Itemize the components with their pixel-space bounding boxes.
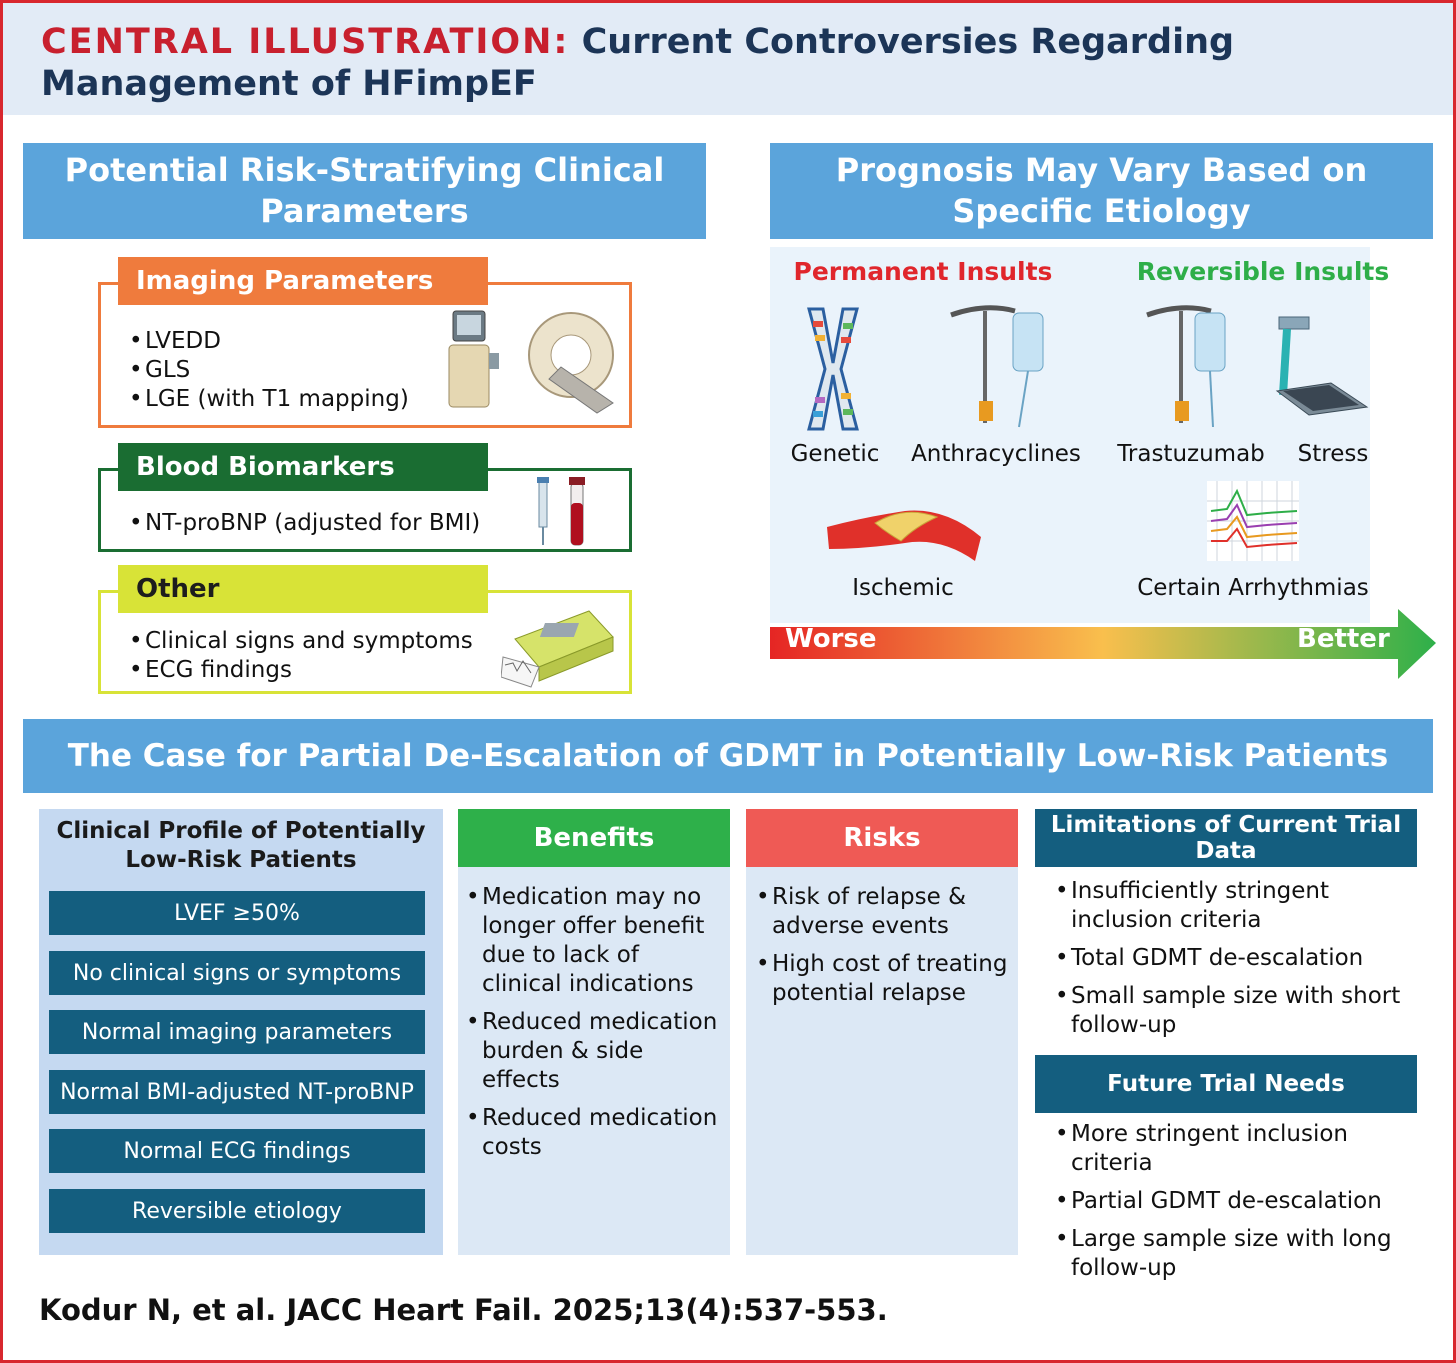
reversible-insults-label: Reversible Insults <box>1136 257 1390 286</box>
prognosis-scale-arrow <box>770 609 1436 679</box>
other-item: Clinical signs and symptoms <box>129 627 473 656</box>
treadmill-icon <box>1275 316 1369 416</box>
profile-item: Reversible etiology <box>49 1189 425 1233</box>
citation: Kodur N, et al. JACC Heart Fail. 2025;13… <box>39 1293 888 1327</box>
benefits-header: Benefits <box>458 809 730 867</box>
genetic-label: Genetic <box>790 441 880 467</box>
future-item: Large sample size with long follow-up <box>1055 1225 1425 1283</box>
clinical-profile-title: Clinical Profile of Potentially Low-Risk… <box>39 817 443 875</box>
left-panel-title-line2: Parameters <box>260 192 469 230</box>
limitations-list: Insufficiently stringent inclusion crite… <box>1055 877 1425 1049</box>
profile-item: Normal imaging parameters <box>49 1010 425 1054</box>
risk-item: High cost of treating potential relapse <box>756 950 1012 1008</box>
other-list: Clinical signs and symptoms ECG findings <box>129 627 473 685</box>
limitation-item: Total GDMT de-escalation <box>1055 944 1425 973</box>
trastuzumab-label: Trastuzumab <box>1117 441 1265 467</box>
limitation-item: Insufficiently stringent inclusion crite… <box>1055 877 1425 935</box>
right-panel-title-line1: Prognosis May Vary Based on <box>835 151 1368 189</box>
blood-biomarkers-tab: Blood Biomarkers <box>118 443 488 491</box>
right-panel-title-line2: Specific Etiology <box>952 192 1251 230</box>
scale-worse-label: Worse <box>785 624 877 654</box>
permanent-insults-label: Permanent Insults <box>793 257 1053 286</box>
future-trial-header-text: Future Trial Needs <box>1107 1071 1345 1097</box>
ischemic-label: Ischemic <box>852 575 954 601</box>
benefits-list: Medication may no longer offer benefit d… <box>466 883 722 1171</box>
chromosome-icon <box>807 307 859 431</box>
future-item: More stringent inclusion criteria <box>1055 1120 1425 1178</box>
future-trial-header: Future Trial Needs <box>1035 1055 1417 1113</box>
future-item: Partial GDMT de-escalation <box>1055 1187 1425 1216</box>
limitations-header-text: Limitations of Current Trial Data <box>1050 812 1402 864</box>
limitation-item: Small sample size with short follow-up <box>1055 982 1425 1040</box>
clinical-profile-title-line1: Clinical Profile of Potentially <box>56 818 426 844</box>
other-item: ECG findings <box>129 656 473 685</box>
profile-item: No clinical signs or symptoms <box>49 951 425 995</box>
risks-list: Risk of relapse & adverse events High co… <box>756 883 1012 1017</box>
stress-label: Stress <box>1297 441 1369 467</box>
benefit-item: Reduced medication burden & side effects <box>466 1008 722 1095</box>
header-title-line2: Management of HFimpEF <box>41 64 537 104</box>
central-illustration-label: CENTRAL ILLUSTRATION: <box>41 22 570 62</box>
bottom-panel-title: The Case for Partial De-Escalation of GD… <box>23 719 1433 793</box>
imaging-item: LVEDD <box>129 327 409 356</box>
risks-header: Risks <box>746 809 1018 867</box>
clinical-profile-title-line2: Low-Risk Patients <box>125 847 357 873</box>
left-panel-title-line1: Potential Risk-Stratifying Clinical <box>64 151 665 189</box>
scale-better-label: Better <box>1297 624 1390 654</box>
left-panel-title: Potential Risk-Stratifying Clinical Para… <box>23 143 706 239</box>
imaging-equipment-icon <box>448 310 614 414</box>
imaging-parameters-list: LVEDD GLS LGE (with T1 mapping) <box>129 327 409 414</box>
artery-plaque-icon <box>827 510 981 561</box>
biomarker-item: NT-proBNP (adjusted for BMI) <box>129 509 480 538</box>
arrhythmias-label: Certain Arrhythmias <box>1137 575 1369 601</box>
profile-item: Normal ECG findings <box>49 1129 425 1173</box>
risk-item: Risk of relapse & adverse events <box>756 883 1012 941</box>
benefits-column: Benefits Medication may no longer offer … <box>458 809 730 1255</box>
benefit-item: Medication may no longer offer benefit d… <box>466 883 722 999</box>
header: CENTRAL ILLUSTRATION: Current Controvers… <box>3 3 1453 115</box>
blood-biomarkers-list: NT-proBNP (adjusted for BMI) <box>129 509 480 538</box>
iv-bag-icon-anthracyclines <box>950 305 1044 428</box>
other-tab: Other <box>118 565 488 613</box>
iv-bag-icon-trastuzumab <box>1146 305 1226 428</box>
profile-item: LVEF ≥50% <box>49 891 425 935</box>
clinical-profile-column: Clinical Profile of Potentially Low-Risk… <box>39 809 443 1255</box>
imaging-parameters-box: LVEDD GLS LGE (with T1 mapping) <box>98 282 632 428</box>
imaging-item: LGE (with T1 mapping) <box>129 385 409 414</box>
imaging-item: GLS <box>129 356 409 385</box>
blood-tube-icon <box>537 477 585 546</box>
right-panel-title: Prognosis May Vary Based on Specific Eti… <box>770 143 1433 239</box>
limitations-header: Limitations of Current Trial Data <box>1035 809 1417 867</box>
anthracyclines-label: Anthracyclines <box>911 441 1081 467</box>
header-title-text1: Current Controversies Regarding <box>581 22 1235 62</box>
future-trial-list: More stringent inclusion criteria Partia… <box>1055 1120 1425 1292</box>
risks-column: Risks Risk of relapse & adverse events H… <box>746 809 1018 1255</box>
imaging-parameters-tab: Imaging Parameters <box>118 257 488 305</box>
benefit-item: Reduced medication costs <box>466 1104 722 1162</box>
arrhythmia-tracing-icon <box>1207 481 1299 561</box>
ecg-machine-icon <box>501 610 614 688</box>
header-title-line1: CENTRAL ILLUSTRATION: Current Controvers… <box>41 21 1234 63</box>
profile-item: Normal BMI-adjusted NT-proBNP <box>49 1070 425 1114</box>
